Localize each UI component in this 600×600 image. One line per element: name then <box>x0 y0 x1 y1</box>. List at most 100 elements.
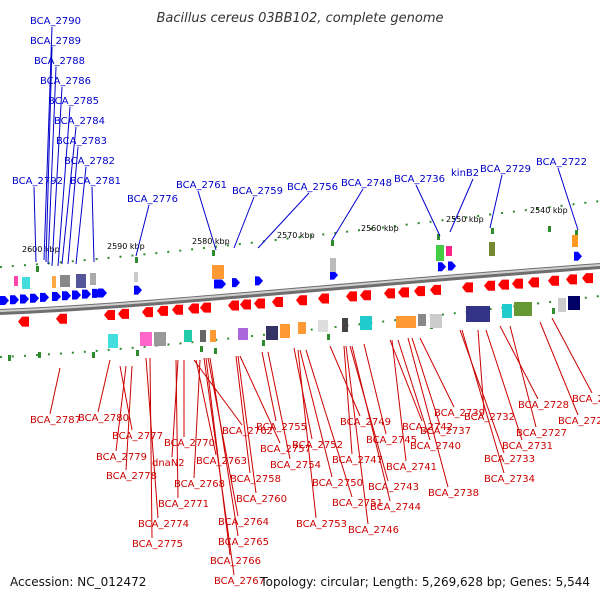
forward-gene-label[interactable]: BCA_2782 <box>64 156 115 167</box>
reverse-gene-label[interactable]: BCA_2766 <box>210 556 261 567</box>
feature-box[interactable] <box>558 298 566 312</box>
forward-gene-label[interactable]: BCA_2761 <box>176 180 227 191</box>
reverse-gene-label[interactable]: BCA_2763 <box>196 456 247 467</box>
feature-box[interactable] <box>140 332 152 346</box>
feature-box[interactable] <box>280 324 290 338</box>
forward-gene-label[interactable]: BCA_2790 <box>30 16 81 27</box>
reverse-gene[interactable] <box>430 284 441 295</box>
feature-box[interactable] <box>22 277 30 289</box>
feature-box[interactable] <box>184 330 192 342</box>
reverse-gene-label[interactable]: BCA_2764 <box>218 517 269 528</box>
feature-box[interactable] <box>134 272 138 282</box>
reverse-gene-label[interactable]: BCA_2740 <box>410 441 461 452</box>
reverse-gene[interactable] <box>118 308 129 319</box>
reverse-gene-label[interactable]: BCA_2726 <box>558 416 600 427</box>
feature-box[interactable] <box>212 265 224 279</box>
reverse-gene[interactable] <box>414 286 425 297</box>
reverse-gene-label[interactable]: BCA_2762 <box>222 426 273 437</box>
feature-box[interactable] <box>238 328 248 340</box>
reverse-gene-label[interactable]: BCA_2725 <box>572 394 600 405</box>
reverse-gene-label[interactable]: BCA_2767 <box>214 576 265 587</box>
reverse-gene-label[interactable]: BCA_2731 <box>502 441 553 452</box>
reverse-gene[interactable] <box>512 278 523 289</box>
forward-gene[interactable] <box>98 288 107 298</box>
forward-gene[interactable] <box>232 278 240 288</box>
reverse-gene[interactable] <box>272 297 283 308</box>
reverse-gene-label[interactable]: BCA_2760 <box>236 494 287 505</box>
reverse-gene-label[interactable]: BCA_2753 <box>296 519 347 530</box>
reverse-gene-label[interactable]: BCA_2738 <box>428 488 479 499</box>
forward-gene-label[interactable]: BCA_2781 <box>70 176 121 187</box>
feature-box[interactable] <box>266 326 278 340</box>
forward-gene[interactable] <box>10 295 19 305</box>
reverse-gene-label[interactable]: dnaN2 <box>152 458 185 469</box>
reverse-gene[interactable] <box>462 282 473 293</box>
forward-gene-label[interactable]: BCA_2789 <box>30 36 81 47</box>
reverse-gene-label[interactable]: BCA_2741 <box>386 462 437 473</box>
reverse-gene-label[interactable]: BCA_2771 <box>158 499 209 510</box>
forward-gene-label[interactable]: BCA_2783 <box>56 136 107 147</box>
reverse-gene-label[interactable]: BCA_2777 <box>112 431 163 442</box>
forward-gene-label[interactable]: BCA_2722 <box>536 157 587 168</box>
reverse-gene-label[interactable]: BCA_2779 <box>96 452 147 463</box>
reverse-gene-label[interactable]: BCA_2745 <box>366 435 417 446</box>
forward-gene[interactable] <box>134 285 142 295</box>
forward-gene-label[interactable]: BCA_2792 <box>12 176 63 187</box>
feature-box[interactable] <box>298 322 306 334</box>
forward-gene[interactable] <box>52 291 61 301</box>
forward-gene-label[interactable]: BCA_2785 <box>48 96 99 107</box>
feature-box[interactable] <box>52 276 56 288</box>
reverse-gene[interactable] <box>188 303 199 314</box>
reverse-gene-label[interactable]: BCA_2744 <box>370 502 421 513</box>
reverse-gene[interactable] <box>548 275 559 286</box>
forward-gene-label[interactable]: BCA_2776 <box>127 194 178 205</box>
feature-box[interactable] <box>502 304 512 318</box>
forward-gene[interactable] <box>62 291 71 301</box>
reverse-gene-label[interactable]: BCA_2768 <box>174 479 225 490</box>
reverse-gene-label[interactable]: BCA_2757 <box>260 444 311 455</box>
feature-box[interactable] <box>568 296 580 310</box>
reverse-gene[interactable] <box>104 309 115 320</box>
feature-box[interactable] <box>154 332 166 346</box>
reverse-gene-label[interactable]: BCA_2751 <box>332 498 383 509</box>
forward-gene-label[interactable]: BCA_2786 <box>40 76 91 87</box>
reverse-gene[interactable] <box>18 316 29 327</box>
feature-box[interactable] <box>200 330 206 342</box>
feature-box[interactable] <box>14 276 18 286</box>
feature-box[interactable] <box>466 306 490 322</box>
reverse-gene[interactable] <box>498 279 509 290</box>
reverse-gene[interactable] <box>157 305 168 316</box>
reverse-gene[interactable] <box>582 273 593 284</box>
feature-box[interactable] <box>430 314 442 328</box>
feature-box[interactable] <box>318 320 328 332</box>
reverse-gene[interactable] <box>484 280 495 291</box>
feature-box[interactable] <box>360 316 372 330</box>
reverse-gene-label[interactable]: BCA_2734 <box>484 474 535 485</box>
feature-box[interactable] <box>60 275 70 287</box>
feature-box[interactable] <box>436 245 444 261</box>
reverse-gene-label[interactable]: BCA_2765 <box>218 537 269 548</box>
reverse-gene[interactable] <box>384 288 395 299</box>
reverse-gene-label[interactable]: BCA_2775 <box>132 539 183 550</box>
feature-box[interactable] <box>108 334 118 348</box>
reverse-gene-label[interactable]: BCA_2742 <box>402 422 453 433</box>
forward-gene[interactable] <box>330 270 338 280</box>
reverse-gene-label[interactable]: BCA_2774 <box>138 519 189 530</box>
reverse-gene-label[interactable]: BCA_2743 <box>368 482 419 493</box>
forward-gene[interactable] <box>82 289 91 299</box>
forward-gene[interactable] <box>72 290 81 300</box>
forward-gene-label[interactable]: BCA_2788 <box>34 56 85 67</box>
reverse-gene-label[interactable]: BCA_2747 <box>332 455 383 466</box>
reverse-gene-label[interactable]: BCA_2746 <box>348 525 399 536</box>
reverse-gene[interactable] <box>360 290 371 301</box>
reverse-gene-label[interactable]: BCA_2728 <box>518 400 569 411</box>
feature-box[interactable] <box>396 316 416 328</box>
reverse-gene[interactable] <box>528 277 539 288</box>
forward-gene-label[interactable]: BCA_2736 <box>394 174 445 185</box>
feature-box[interactable] <box>210 330 216 342</box>
reverse-gene[interactable] <box>200 302 211 313</box>
forward-gene-label[interactable]: BCA_2759 <box>232 186 283 197</box>
reverse-gene[interactable] <box>296 295 307 306</box>
